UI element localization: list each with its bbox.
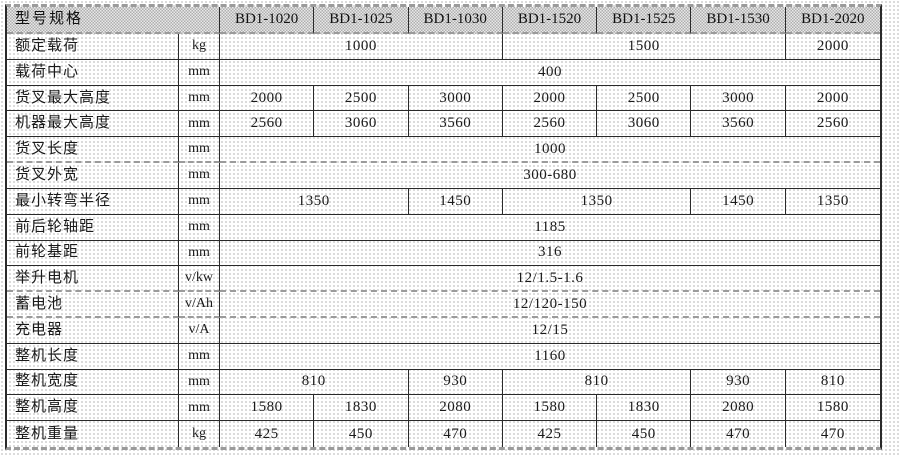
value-cell: 450: [597, 421, 692, 447]
row-label-cell: 机器最大高度: [7, 111, 179, 138]
value-cell: 425: [220, 421, 315, 447]
row-label-cell: 货叉最大高度: [7, 85, 179, 112]
unit-cell: v/kw: [179, 266, 220, 293]
value-cell: 3060: [314, 111, 409, 138]
row-label-cell: 蓄电池: [7, 292, 179, 318]
value-cell: 1350: [785, 189, 880, 215]
row-label-cell: 额定载荷: [7, 34, 179, 60]
value-cell: 316: [220, 241, 880, 267]
unit-cell: mm: [179, 59, 220, 86]
value-cell: 1580: [785, 395, 880, 422]
unit-cell: mm: [179, 163, 220, 189]
unit-cell: v/Ah: [179, 292, 220, 318]
value-cell: 2500: [597, 85, 692, 112]
value-cell: 1000: [220, 137, 880, 164]
unit-cell: mm: [179, 85, 220, 112]
value-cell: 2500: [314, 85, 409, 112]
value-cell: 930: [691, 369, 786, 396]
model-header-cell: BD1-1525: [597, 7, 692, 34]
unit-cell: kg: [179, 34, 220, 60]
value-cell: 1830: [597, 395, 692, 422]
row-label-cell: 前后轮轴距: [7, 214, 179, 241]
unit-cell: mm: [179, 188, 220, 215]
unit-cell: mm: [179, 240, 220, 267]
value-cell: 12/15: [220, 318, 880, 344]
unit-cell: mm: [179, 395, 220, 422]
row-label-cell: 整机高度: [7, 395, 179, 422]
corner-header-cell: 型号规格: [7, 7, 220, 34]
value-cell: 470: [409, 421, 503, 447]
unit-cell: mm: [179, 343, 220, 370]
value-cell: 1580: [220, 395, 315, 422]
value-cell: 2000: [220, 85, 315, 112]
row-label-cell: 货叉长度: [7, 137, 179, 164]
value-cell: 425: [503, 421, 598, 447]
unit-cell: mm: [179, 137, 220, 164]
value-cell: 470: [691, 421, 786, 447]
row-label-cell: 最小转弯半径: [7, 188, 179, 215]
model-header-cell: BD1-1520: [502, 7, 598, 34]
row-label-cell: 整机宽度: [7, 369, 179, 396]
value-cell: 2560: [220, 111, 315, 138]
value-cell: 1185: [220, 215, 880, 241]
value-cell: 810: [785, 370, 880, 396]
row-label-cell: 充电器: [7, 317, 179, 344]
value-cell: 1350: [502, 188, 692, 215]
value-cell: 400: [220, 60, 880, 86]
value-cell: 1450: [408, 188, 503, 215]
value-cell: 3560: [408, 111, 503, 138]
unit-cell: kg: [179, 421, 220, 447]
model-header-cell: BD1-1025: [314, 7, 409, 34]
model-header-cell: BD1-1020: [220, 7, 315, 34]
value-cell: 3000: [691, 85, 786, 112]
value-cell: 1160: [220, 344, 880, 370]
value-cell: 3560: [691, 111, 786, 138]
value-cell: 300-680: [220, 163, 880, 189]
value-cell: 2000: [785, 86, 880, 112]
value-cell: 12/1.5-1.6: [220, 266, 880, 293]
unit-cell: mm: [179, 214, 220, 241]
spec-table: 型号规格 BD1-1020 BD1-1025 BD1-1030 BD1-1520 BD1-…: [5, 4, 882, 450]
value-cell: 1580: [502, 395, 598, 422]
value-cell: 1830: [314, 395, 409, 422]
model-header-cell: BD1-1530: [691, 7, 786, 34]
model-header-cell: BD1-2020: [785, 7, 880, 34]
unit-cell: v/A: [179, 317, 220, 344]
value-cell: 450: [314, 421, 409, 447]
value-cell: 2080: [408, 395, 503, 422]
row-label-cell: 前轮基距: [7, 240, 179, 267]
value-cell: 3060: [597, 111, 692, 138]
row-label-cell: 举升电机: [7, 266, 179, 293]
value-cell: 470: [820, 425, 845, 442]
value-cell: 2000: [785, 34, 880, 60]
value-cell: 2080: [691, 395, 786, 422]
value-cell: 1450: [691, 188, 786, 215]
value-cell: 1000: [220, 34, 503, 60]
value-cell: 930: [408, 369, 503, 396]
value-cell: 810: [220, 369, 409, 396]
row-label-cell: 整机重量: [7, 421, 179, 447]
value-cell: 12/120-150: [220, 292, 880, 318]
value-cell: 1500: [502, 34, 786, 60]
value-cell: 1350: [220, 188, 409, 215]
unit-cell: mm: [179, 369, 220, 396]
model-header-cell: BD1-1030: [408, 7, 503, 34]
value-cell: 3000: [408, 85, 503, 112]
row-label-cell: 货叉外宽: [7, 163, 179, 189]
value-cell: 2000: [502, 85, 598, 112]
row-label-cell: 整机长度: [7, 343, 179, 370]
value-cell: 810: [502, 369, 692, 396]
unit-cell: mm: [179, 111, 220, 138]
value-cell: 2560: [502, 111, 598, 138]
value-cell: 2560: [785, 111, 880, 138]
row-label-cell: 载荷中心: [7, 59, 179, 86]
